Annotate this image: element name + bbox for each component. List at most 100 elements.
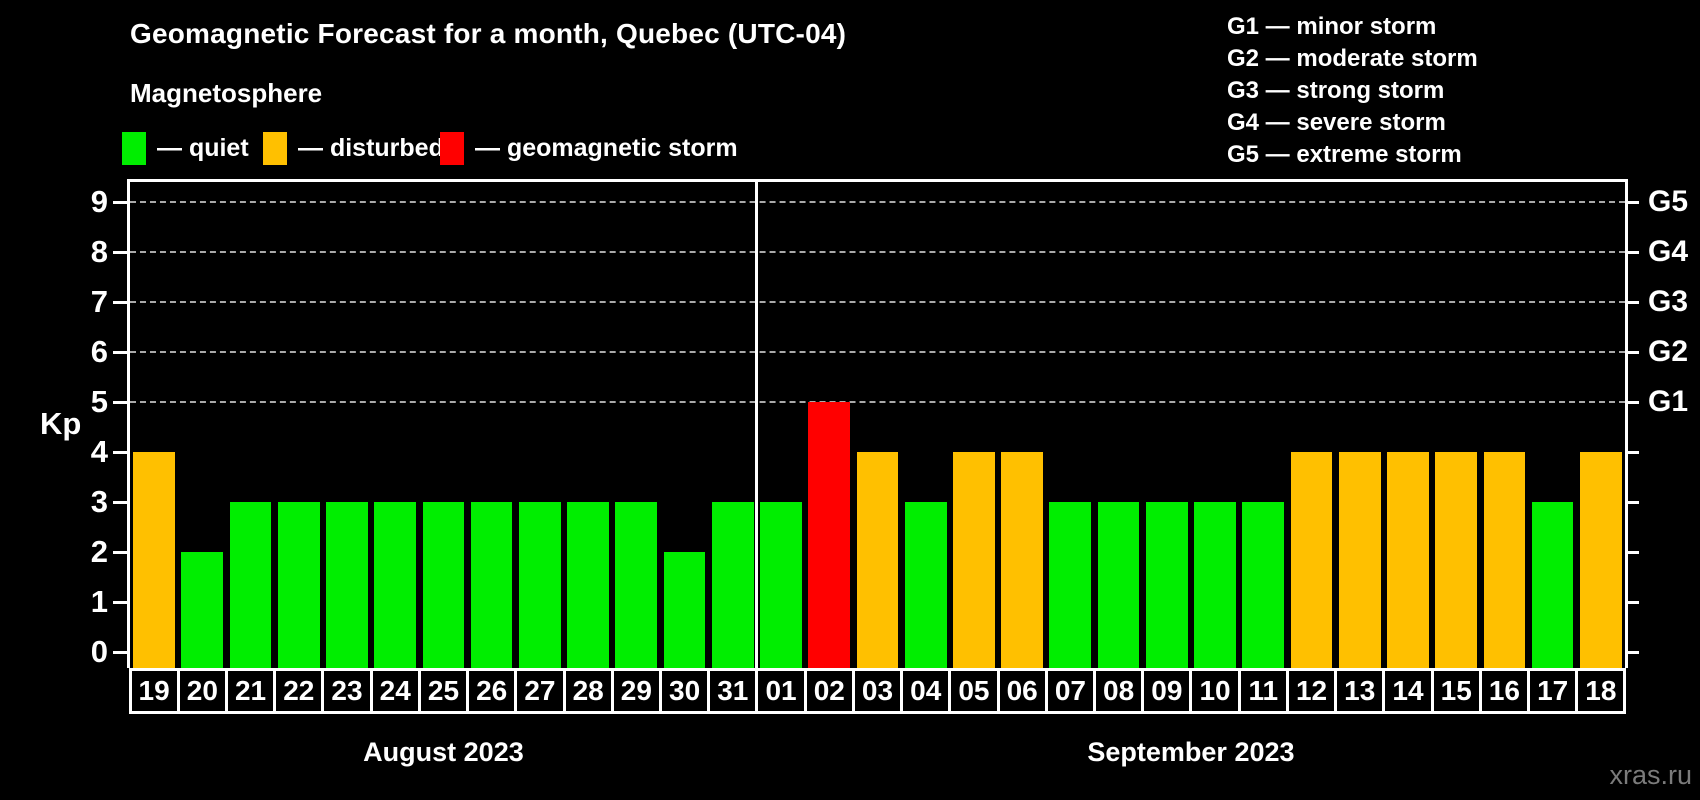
y-tick-left-5 <box>113 400 127 404</box>
date-box-04: 04 <box>900 668 952 714</box>
kp-bar-september-02 <box>808 402 851 668</box>
date-box-02: 02 <box>803 668 855 714</box>
month-divider-line <box>755 182 759 668</box>
date-box-16: 16 <box>1478 668 1531 714</box>
kp-bar-august-23 <box>326 502 368 668</box>
kp-bar-august-28 <box>567 502 609 668</box>
g-scale-label-G3: G3 <box>1648 285 1689 318</box>
kp-bar-september-10 <box>1194 502 1236 668</box>
date-box-08: 08 <box>1093 668 1145 714</box>
date-box-17: 17 <box>1527 668 1579 714</box>
y-tick-left-4 <box>113 450 127 454</box>
kp-bar-september-11 <box>1242 502 1285 668</box>
kp-bar-august-20 <box>181 552 224 668</box>
kp-bar-august-26 <box>470 502 513 668</box>
g-legend-item: G5 — extreme storm <box>1227 141 1462 168</box>
date-box-21: 21 <box>224 668 277 714</box>
y-tick-label-8: 8 <box>90 234 108 269</box>
g-scale-label-G1: G1 <box>1648 385 1689 418</box>
kp-bar-august-31 <box>711 502 754 668</box>
kp-bar-september-09 <box>1145 502 1188 668</box>
y-tick-left-1 <box>113 600 127 604</box>
kp-bar-august-29 <box>615 502 658 668</box>
y-tick-label-9: 9 <box>90 184 108 219</box>
date-box-24: 24 <box>369 668 421 714</box>
y-tick-label-2: 2 <box>90 534 108 569</box>
page-title: Geomagnetic Forecast for a month, Quebec… <box>130 18 847 49</box>
kp-bar-august-27 <box>519 502 561 668</box>
y-tick-label-3: 3 <box>90 484 108 519</box>
date-box-11: 11 <box>1237 668 1289 714</box>
date-box-20: 20 <box>176 668 228 714</box>
y-tick-left-0 <box>113 650 127 654</box>
kp-bar-september-17 <box>1531 502 1574 668</box>
date-box-14: 14 <box>1382 668 1434 714</box>
magnetosphere-legend: — quiet — disturbed — geomagnetic storm <box>0 128 1100 168</box>
kp-bar-september-15 <box>1435 452 1477 668</box>
y-tick-label-1: 1 <box>90 584 108 619</box>
y-tick-left-3 <box>113 500 127 504</box>
magnetosphere-subtitle: Magnetosphere <box>130 78 323 108</box>
date-box-01: 01 <box>755 668 807 714</box>
date-box-31: 31 <box>707 668 759 714</box>
date-box-22: 22 <box>273 668 325 714</box>
kp-bar-september-07 <box>1049 502 1092 668</box>
legend-item-label: — geomagnetic storm <box>475 133 738 162</box>
gridline-kp8 <box>130 251 1625 253</box>
y-tick-left-2 <box>113 550 127 554</box>
g-scale-label-G5: G5 <box>1648 185 1689 218</box>
y-tick-label-7: 7 <box>90 284 108 319</box>
date-box-25: 25 <box>417 668 470 714</box>
kp-bar-september-05 <box>953 452 995 668</box>
watermark: xras.ru <box>1609 760 1692 790</box>
date-box-05: 05 <box>948 668 1000 714</box>
y-tick-left-7 <box>113 300 127 304</box>
date-box-06: 06 <box>996 668 1048 714</box>
legend-item-quiet: — quiet <box>122 128 249 168</box>
kp-bar-september-06 <box>1001 452 1043 668</box>
disturbed-color-swatch <box>263 131 287 165</box>
y-tick-label-0: 0 <box>90 634 108 669</box>
y-tick-label-6: 6 <box>90 334 108 369</box>
y-tick-left-8 <box>113 250 127 254</box>
date-box-13: 13 <box>1334 668 1386 714</box>
kp-bar-september-01 <box>760 502 802 668</box>
g-scale-label-G4: G4 <box>1648 235 1689 268</box>
kp-bar-september-16 <box>1483 452 1526 668</box>
kp-bar-september-04 <box>904 502 947 668</box>
date-box-15: 15 <box>1430 668 1482 714</box>
date-box-26: 26 <box>466 668 518 714</box>
month-label-august: August 2023 <box>363 737 524 767</box>
gridline-kp9 <box>130 201 1625 203</box>
kp-bar-august-25 <box>422 502 465 668</box>
kp-bar-september-13 <box>1338 452 1381 668</box>
g-legend-item: G3 — strong storm <box>1227 77 1445 104</box>
kp-bar-august-22 <box>277 502 320 668</box>
g-scale-legend: G1 — minor storm G2 — moderate storm G3 — … <box>1227 11 1478 171</box>
chart-plot-area <box>127 179 1628 668</box>
date-box-23: 23 <box>321 668 373 714</box>
kp-bar-august-21 <box>229 502 272 668</box>
kp-bar-september-14 <box>1387 452 1429 668</box>
gridline-kp7 <box>130 301 1625 303</box>
kp-bar-september-18 <box>1579 452 1622 668</box>
storm-color-swatch <box>440 131 464 165</box>
month-label-september: September 2023 <box>1087 737 1295 767</box>
gridline-kp6 <box>130 351 1625 353</box>
date-box-07: 07 <box>1044 668 1096 714</box>
legend-item-label: — disturbed <box>298 133 444 162</box>
y-tick-left-6 <box>113 350 127 354</box>
date-box-19: 19 <box>128 668 180 714</box>
date-box-30: 30 <box>658 668 711 714</box>
date-box-09: 09 <box>1141 668 1193 714</box>
legend-item-label: — quiet <box>157 133 249 162</box>
legend-item-disturbed: — disturbed <box>263 128 444 168</box>
gridline-kp5 <box>130 401 1625 403</box>
y-axis-label: Kp <box>40 406 82 441</box>
kp-bar-august-30 <box>663 552 706 668</box>
g-scale-label-G2: G2 <box>1648 335 1689 368</box>
kp-bar-august-19 <box>133 452 175 668</box>
y-tick-left-9 <box>113 200 127 204</box>
date-box-10: 10 <box>1189 668 1241 714</box>
date-box-28: 28 <box>562 668 614 714</box>
